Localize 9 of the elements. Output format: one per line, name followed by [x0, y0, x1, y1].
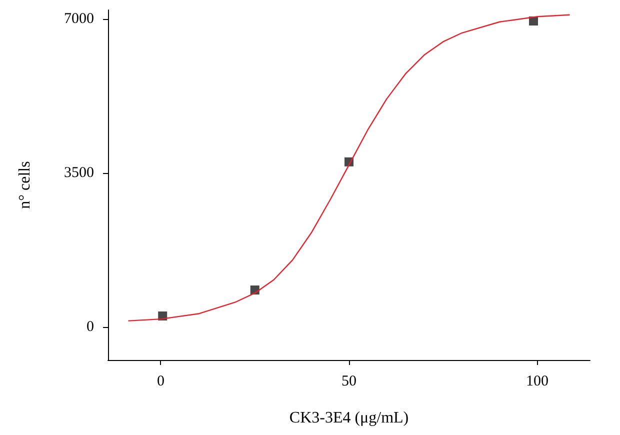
- line-series: [128, 14, 570, 322]
- y-tick-label: 0: [86, 318, 94, 335]
- y-axis-title: n° cells: [16, 161, 34, 209]
- y-tick-label: 7000: [64, 10, 94, 27]
- x-tick-label: 100: [526, 374, 549, 390]
- x-tick-label: 0: [156, 374, 164, 390]
- y-tick-label: 3500: [64, 164, 94, 181]
- x-axis-title: CK3-3E4 (μg/mL): [289, 410, 409, 426]
- x-tick-label: 50: [342, 374, 356, 390]
